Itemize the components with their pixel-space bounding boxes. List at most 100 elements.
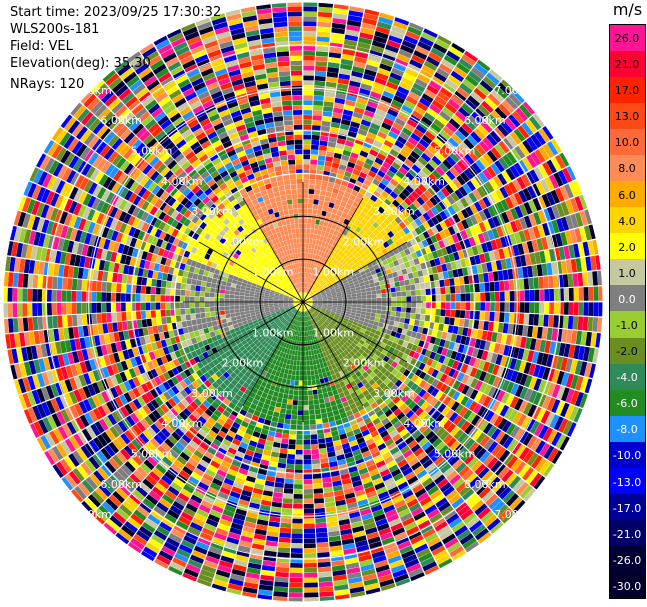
velocity-bin <box>356 159 365 167</box>
velocity-bin <box>319 235 324 241</box>
velocity-bin <box>464 50 479 62</box>
velocity-bin <box>439 87 453 98</box>
velocity-bin <box>405 206 414 215</box>
velocity-bin <box>310 263 313 269</box>
velocity-bin <box>350 205 357 213</box>
velocity-bin <box>473 201 483 212</box>
velocity-bin <box>333 8 348 15</box>
velocity-bin <box>418 224 427 233</box>
velocity-bin <box>370 45 385 54</box>
velocity-bin <box>445 294 451 302</box>
velocity-bin <box>344 256 351 263</box>
velocity-bin <box>390 219 399 228</box>
velocity-bin <box>353 142 363 150</box>
velocity-bin <box>319 586 334 593</box>
velocity-bin <box>330 167 339 174</box>
velocity-bin <box>459 141 471 153</box>
velocity-bin <box>303 439 311 445</box>
velocity-bin <box>533 314 539 326</box>
velocity-bin <box>398 221 407 230</box>
velocity-bin <box>316 284 322 289</box>
velocity-bin <box>311 444 319 450</box>
velocity-bin <box>509 290 515 302</box>
velocity-bin <box>471 111 484 124</box>
velocity-bin <box>315 517 327 524</box>
velocity-bin <box>318 240 323 246</box>
velocity-bin <box>309 290 313 295</box>
velocity-bin <box>308 289 312 294</box>
velocity-bin <box>313 478 322 484</box>
velocity-bin <box>454 189 464 200</box>
velocity-bin <box>479 311 485 321</box>
velocity-bin <box>356 292 362 297</box>
velocity-bin <box>303 115 312 120</box>
velocity-bin <box>416 295 421 302</box>
velocity-bin <box>352 201 360 208</box>
velocity-bin <box>323 487 333 493</box>
velocity-bin <box>372 161 382 170</box>
velocity-bin <box>319 403 326 409</box>
velocity-bin <box>374 247 382 254</box>
velocity-bin <box>363 179 372 187</box>
velocity-bin <box>393 95 405 104</box>
velocity-bin <box>360 119 371 127</box>
velocity-bin <box>431 99 444 110</box>
velocity-bin <box>316 423 323 430</box>
velocity-bin <box>276 472 285 479</box>
velocity-bin <box>325 227 331 233</box>
velocity-bin <box>394 157 404 166</box>
velocity-bin <box>389 315 396 321</box>
velocity-bin <box>268 521 280 528</box>
velocity-bin <box>330 279 336 284</box>
velocity-bin <box>421 180 431 190</box>
velocity-bin <box>434 315 440 323</box>
velocity-bin <box>410 87 423 97</box>
velocity-bin <box>364 268 371 274</box>
velocity-bin <box>336 138 346 145</box>
velocity-bin <box>348 156 358 164</box>
velocity-bin <box>291 414 298 420</box>
velocity-bin <box>435 294 441 302</box>
velocity-bin <box>447 205 457 216</box>
velocity-bin <box>316 209 322 216</box>
velocity-bin <box>379 63 392 72</box>
velocity-bin <box>529 289 535 302</box>
velocity-bin <box>352 168 361 176</box>
velocity-bin <box>351 293 357 297</box>
velocity-bin <box>583 302 589 316</box>
velocity-bin <box>289 587 303 593</box>
velocity-bin <box>315 265 319 271</box>
velocity-bin <box>502 269 509 280</box>
velocity-bin <box>395 196 404 204</box>
velocity-bin <box>396 53 411 63</box>
velocity-bin <box>311 379 317 385</box>
velocity-bin <box>323 286 329 290</box>
velocity-bin <box>421 93 434 104</box>
velocity-bin <box>313 275 317 280</box>
velocity-bin <box>403 72 417 82</box>
velocity-bin <box>332 282 338 287</box>
velocity-bin <box>464 284 471 293</box>
velocity-bin <box>391 67 405 77</box>
velocity-bin <box>320 135 329 142</box>
velocity-bin <box>435 309 441 316</box>
velocity-bin <box>368 217 376 225</box>
velocity-bin <box>363 13 379 21</box>
velocity-bin <box>363 214 371 222</box>
velocity-bin <box>365 312 371 316</box>
velocity-bin <box>485 302 490 311</box>
velocity-bin <box>345 29 360 37</box>
velocity-bin <box>451 133 463 145</box>
velocity-bin <box>303 188 309 194</box>
velocity-bin <box>563 288 569 301</box>
velocity-bin <box>320 274 325 279</box>
velocity-bin <box>413 105 426 116</box>
velocity-bin <box>327 274 332 279</box>
velocity-bin <box>504 280 510 291</box>
velocity-bin <box>380 314 386 319</box>
velocity-bin <box>355 226 362 233</box>
velocity-bin <box>308 263 311 269</box>
velocity-bin <box>434 152 446 162</box>
velocity-bin <box>379 148 389 157</box>
velocity-bin <box>406 118 418 128</box>
